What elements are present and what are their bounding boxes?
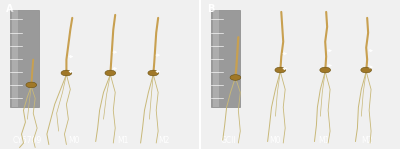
Bar bbox=[10, 10, 39, 107]
Ellipse shape bbox=[61, 70, 72, 76]
Bar bbox=[12, 10, 18, 107]
Bar bbox=[213, 10, 219, 107]
Text: M1: M1 bbox=[318, 136, 330, 145]
Ellipse shape bbox=[275, 67, 286, 73]
Ellipse shape bbox=[361, 67, 372, 73]
Ellipse shape bbox=[105, 70, 116, 76]
Bar bbox=[211, 10, 240, 107]
Text: B: B bbox=[207, 4, 214, 14]
Text: GCII: GCII bbox=[221, 136, 236, 145]
Text: CY6709: CY6709 bbox=[13, 136, 42, 145]
Text: M0: M0 bbox=[68, 136, 80, 145]
Ellipse shape bbox=[148, 70, 159, 76]
Text: M2: M2 bbox=[158, 136, 170, 145]
Ellipse shape bbox=[320, 67, 330, 73]
Text: M1: M1 bbox=[117, 136, 129, 145]
Ellipse shape bbox=[26, 82, 37, 88]
Text: M2: M2 bbox=[362, 136, 373, 145]
Ellipse shape bbox=[230, 75, 241, 80]
Text: A: A bbox=[6, 4, 14, 14]
Text: M0: M0 bbox=[270, 136, 281, 145]
